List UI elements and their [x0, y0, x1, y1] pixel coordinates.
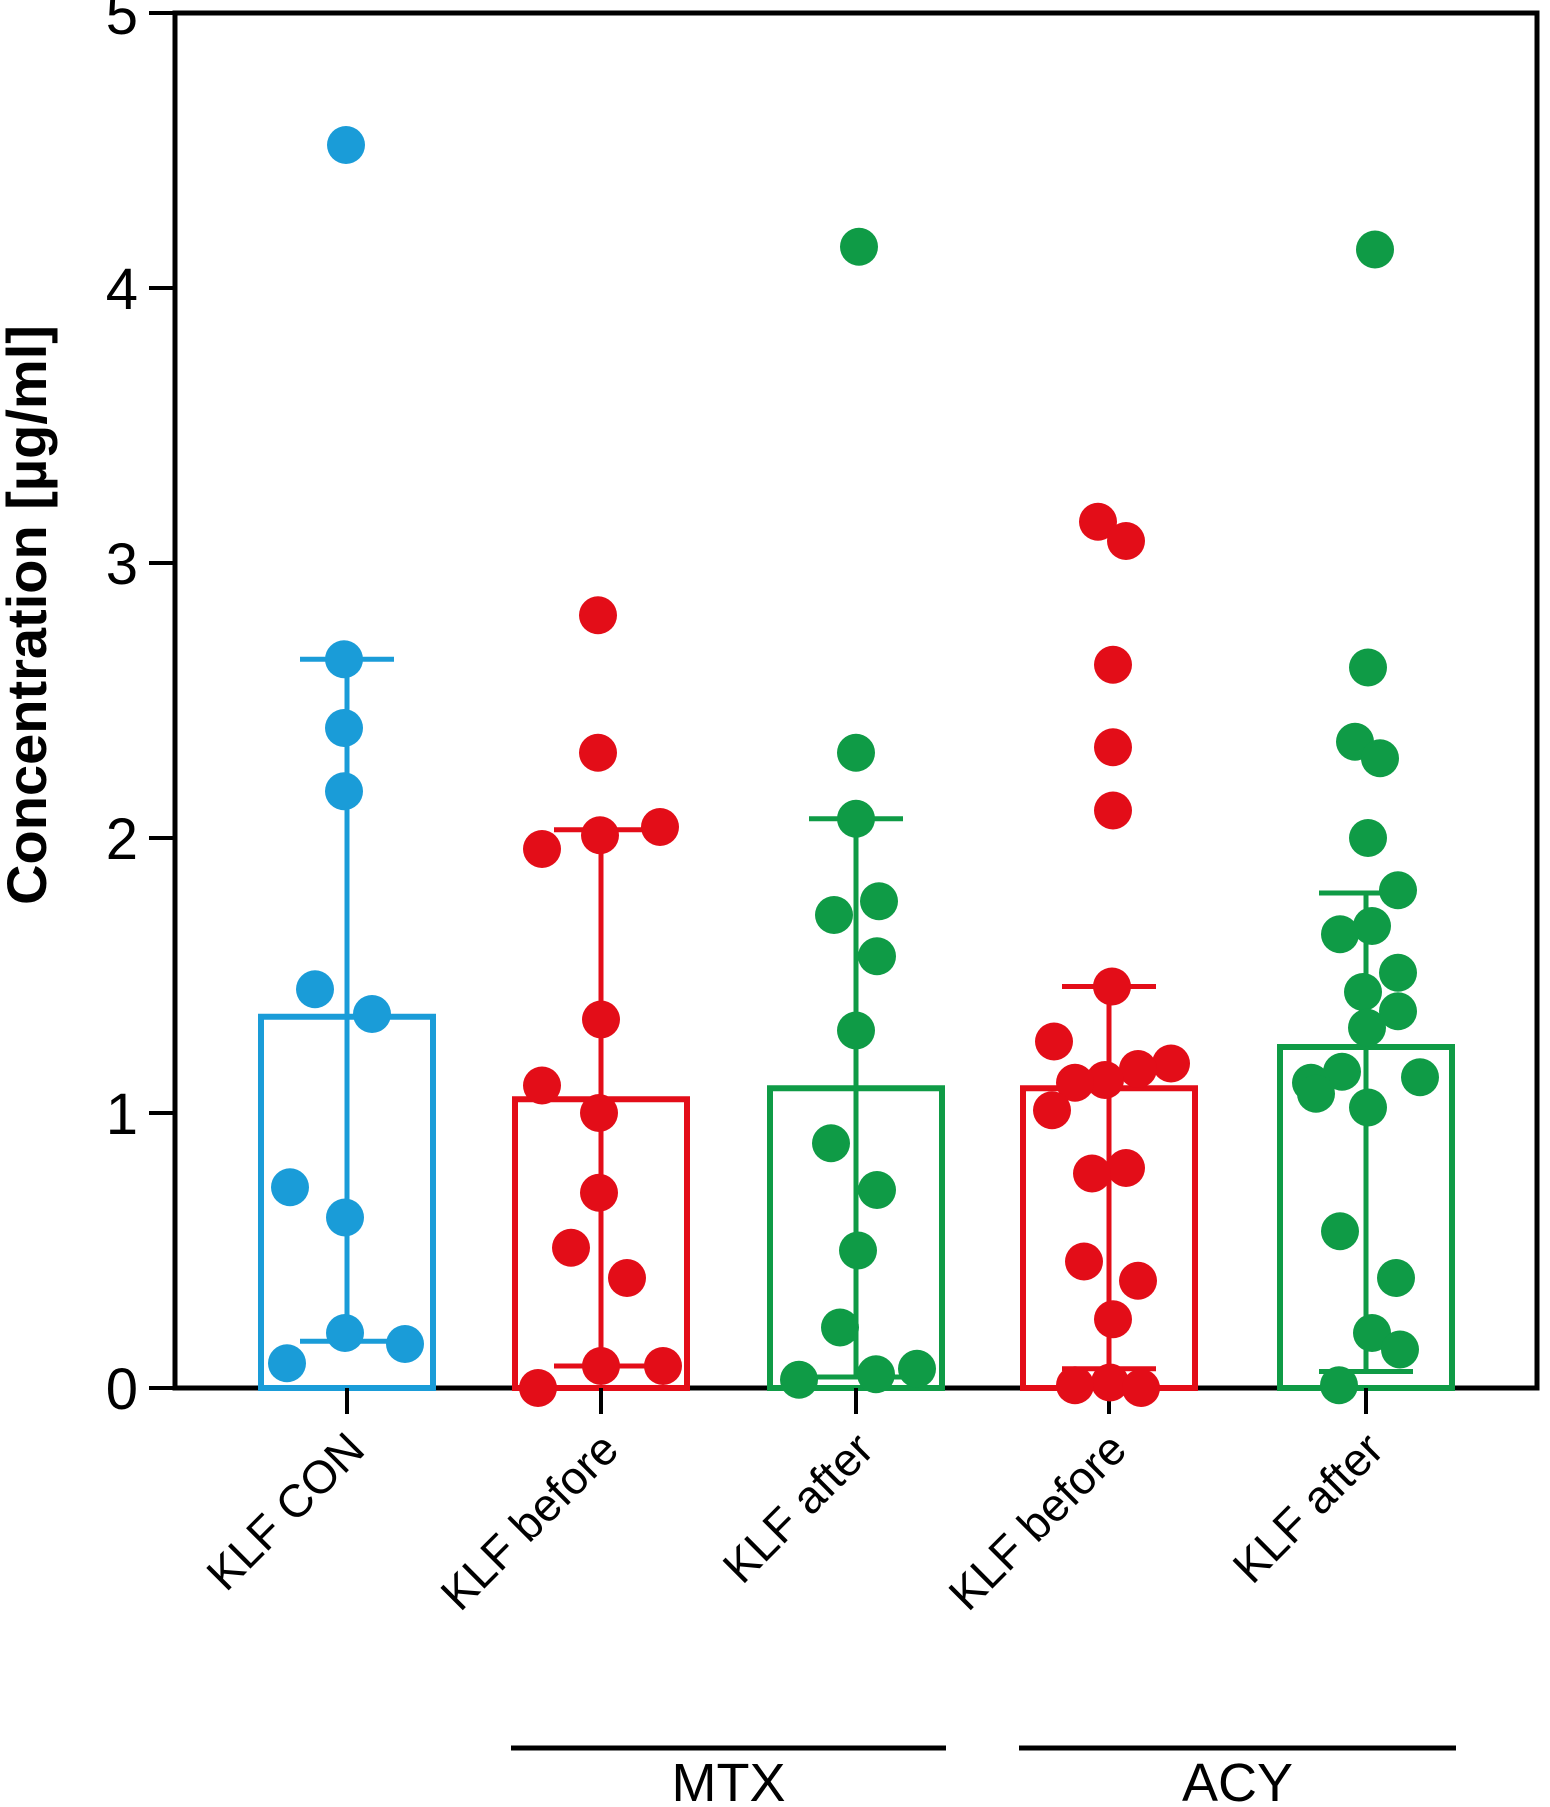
- data-point: [580, 1094, 618, 1132]
- data-point: [858, 1171, 896, 1209]
- data-point: [839, 1231, 877, 1270]
- data-point: [1344, 973, 1382, 1011]
- data-point: [580, 1173, 618, 1212]
- data-point: [1297, 1074, 1335, 1113]
- data-point: [840, 227, 878, 266]
- data-point: [271, 1168, 309, 1207]
- data-point: [1033, 1091, 1071, 1130]
- data-point: [1119, 1050, 1157, 1088]
- data-point: [325, 709, 363, 747]
- data-point: [1353, 1314, 1391, 1352]
- data-point: [837, 733, 875, 772]
- y-axis-title: Concentration [µg/ml]: [0, 325, 58, 905]
- data-point: [1094, 645, 1132, 684]
- data-point: [1361, 739, 1399, 778]
- data-point: [1035, 1022, 1073, 1061]
- data-point: [780, 1360, 818, 1399]
- data-point: [1379, 992, 1417, 1031]
- data-point: [644, 1347, 682, 1385]
- y-tick-label: 1: [106, 1082, 138, 1147]
- data-point: [1107, 522, 1145, 560]
- data-point: [1349, 648, 1387, 687]
- y-tick-label: 0: [106, 1357, 138, 1422]
- data-point: [1320, 1366, 1358, 1405]
- data-point: [821, 1308, 859, 1347]
- data-point: [812, 1124, 850, 1163]
- x-category-label: KLF CON: [196, 1422, 374, 1600]
- data-point: [1056, 1366, 1094, 1405]
- data-point: [815, 896, 853, 934]
- data-point: [1065, 1242, 1103, 1281]
- data-point: [268, 1344, 306, 1383]
- data-point: [1107, 1149, 1145, 1187]
- data-point: [1379, 953, 1417, 992]
- data-point: [1356, 230, 1394, 269]
- data-point: [1152, 1044, 1190, 1083]
- data-point: [837, 1011, 875, 1050]
- data-point: [325, 640, 363, 679]
- data-point: [1377, 1259, 1415, 1297]
- data-point: [523, 1066, 561, 1105]
- data-point: [1093, 967, 1131, 1006]
- data-point: [326, 1198, 364, 1237]
- x-category-label: KLF after: [713, 1422, 884, 1593]
- data-point: [581, 816, 619, 855]
- data-point: [860, 882, 898, 921]
- data-point: [1119, 1261, 1157, 1300]
- y-tick-label: 4: [106, 257, 138, 322]
- data-point: [837, 799, 875, 838]
- data-point: [858, 937, 896, 976]
- data-point: [579, 596, 617, 635]
- data-point: [1321, 915, 1359, 954]
- data-point: [1348, 1008, 1386, 1047]
- data-point: [1401, 1058, 1439, 1097]
- data-point: [353, 995, 391, 1033]
- treatment-label: MTX: [672, 1753, 786, 1807]
- x-category-label: KLF after: [1223, 1422, 1394, 1593]
- data-point: [1349, 1088, 1387, 1127]
- data-point: [1379, 871, 1417, 910]
- data-point: [1122, 1369, 1160, 1407]
- data-point: [898, 1349, 936, 1388]
- data-point: [641, 808, 679, 846]
- data-point: [386, 1325, 424, 1363]
- data-point: [1353, 907, 1391, 945]
- treatment-label: ACY: [1182, 1753, 1293, 1807]
- data-point: [1056, 1063, 1094, 1102]
- data-point: [1094, 791, 1132, 830]
- data-point: [582, 1347, 620, 1385]
- data-point: [1091, 1363, 1129, 1402]
- data-point: [327, 126, 365, 164]
- data-point: [579, 733, 617, 772]
- data-point: [1323, 1052, 1361, 1091]
- data-point: [1349, 819, 1387, 857]
- data-point: [582, 1000, 620, 1039]
- data-point: [1321, 1212, 1359, 1251]
- data-point: [1073, 1154, 1111, 1193]
- data-point: [1086, 1061, 1124, 1099]
- data-point: [1381, 1330, 1419, 1369]
- y-tick-label: 3: [106, 532, 138, 597]
- data-point: [296, 970, 334, 1009]
- data-point: [1079, 502, 1117, 541]
- data-point: [1094, 728, 1132, 767]
- data-point: [608, 1259, 646, 1297]
- data-point: [552, 1228, 590, 1267]
- data-point: [326, 1314, 364, 1352]
- x-category-label: KLF before: [938, 1422, 1136, 1620]
- data-point: [519, 1369, 557, 1407]
- x-category-label: KLF before: [430, 1422, 628, 1620]
- y-tick-label: 2: [106, 807, 138, 872]
- data-point: [325, 772, 363, 811]
- data-point: [1094, 1300, 1132, 1339]
- data-point: [523, 830, 561, 868]
- y-tick-label: 5: [106, 0, 138, 47]
- data-point: [857, 1355, 895, 1394]
